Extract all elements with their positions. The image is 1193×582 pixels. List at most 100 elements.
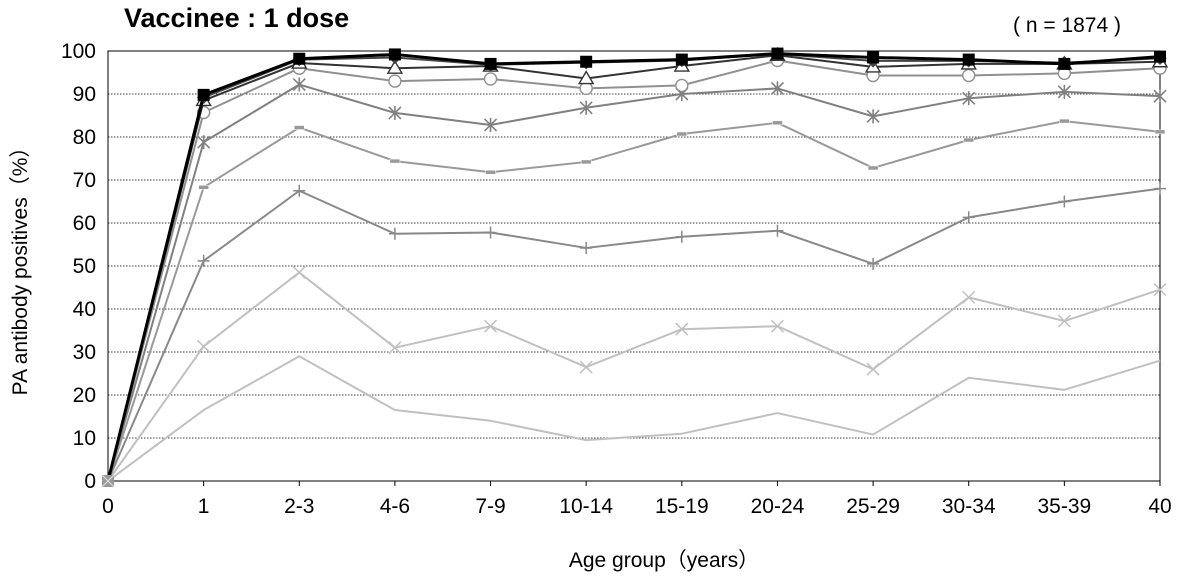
data-point-marker (579, 100, 593, 115)
x-tick-label: 0 (102, 495, 114, 518)
data-point-marker (962, 211, 975, 224)
data-point-marker (579, 360, 593, 374)
plot-frame (107, 50, 1161, 482)
data-point-marker (962, 290, 976, 304)
data-point-marker (1057, 84, 1071, 99)
data-point-marker (867, 257, 880, 270)
data-point-marker (484, 319, 498, 333)
data-point-marker (867, 51, 880, 64)
data-point-marker (388, 105, 402, 120)
data-point-marker (294, 125, 305, 130)
data-point-marker (292, 77, 306, 92)
data-series (107, 77, 1167, 482)
y-tick-label: 0 (84, 470, 96, 493)
data-point-marker (388, 48, 401, 61)
y-tick-label: 20 (73, 384, 96, 407)
x-tick-label: 4-6 (380, 495, 410, 518)
data-series (107, 53, 1167, 482)
data-series (107, 46, 1169, 482)
data-series (107, 47, 1167, 482)
data-point-marker (866, 109, 880, 124)
data-point-marker (770, 319, 784, 333)
data-point-marker (197, 135, 211, 150)
x-tick-label: 1 (198, 495, 210, 518)
data-series (107, 265, 1167, 482)
data-point-marker (198, 185, 209, 190)
data-point-marker (101, 474, 115, 488)
data-point-marker (483, 117, 498, 132)
series-line (107, 54, 1161, 482)
series-line (107, 355, 1161, 482)
y-tick-label: 40 (73, 298, 96, 321)
data-point-marker (962, 68, 976, 83)
x-tick-label: 25-29 (846, 495, 900, 518)
data-point-marker (1058, 195, 1071, 208)
data-point-marker (1058, 57, 1071, 70)
data-point-marker (293, 184, 306, 197)
y-tick-label: 100 (61, 40, 96, 63)
data-point-marker (1059, 118, 1070, 124)
x-tick-label: 30-34 (942, 495, 996, 518)
series-line (107, 120, 1161, 482)
data-point-marker (388, 74, 402, 88)
sample-size-annotation: ( n = 1874 ) (1013, 14, 1121, 37)
series-line (107, 271, 1161, 482)
data-series (107, 355, 1161, 482)
data-point-marker (484, 226, 497, 239)
y-tick-label: 60 (73, 212, 96, 235)
data-point-marker (1153, 283, 1167, 297)
data-point-marker (580, 55, 593, 68)
x-tick-label: 40 (1148, 495, 1171, 518)
data-point-marker (485, 170, 496, 175)
y-axis-label: PA antibody positives（%） (9, 137, 32, 396)
data-point-marker (867, 165, 879, 171)
data-point-marker (577, 70, 595, 85)
data-point-marker (484, 57, 497, 70)
data-point-marker (386, 59, 404, 74)
data-point-marker (389, 158, 401, 164)
data-point-marker (962, 53, 975, 66)
chart-title: Vaccinee : 1 dose (124, 3, 350, 33)
series-line (106, 52, 1161, 482)
data-point-marker (388, 227, 401, 240)
origin-marker-group (101, 474, 115, 488)
data-point-marker (197, 88, 210, 101)
data-point-marker (1153, 89, 1167, 104)
data-point-marker (388, 341, 402, 355)
x-tick-label: 2-3 (284, 495, 314, 518)
data-point-marker (483, 72, 498, 86)
data-point-marker (771, 224, 784, 237)
data-point-marker (1154, 182, 1166, 195)
data-series (106, 47, 1166, 482)
data-point-marker (580, 241, 593, 254)
data-point-marker (866, 362, 880, 376)
x-tick-label: 20-24 (751, 495, 805, 518)
data-point-marker (963, 137, 974, 143)
data-point-marker (771, 47, 784, 60)
data-series (107, 182, 1166, 482)
data-point-marker (197, 254, 210, 267)
data-point-marker (676, 131, 688, 137)
data-point-marker (675, 230, 688, 243)
series-line (107, 53, 1161, 482)
y-tick-label: 80 (73, 126, 96, 149)
x-tick-label: 10-14 (559, 495, 613, 518)
x-tick-label: 15-19 (655, 495, 709, 518)
data-point-marker (962, 91, 976, 106)
series-line (107, 187, 1161, 482)
data-point-marker (1057, 314, 1071, 328)
data-point-marker (675, 53, 688, 66)
data-point-marker (580, 159, 592, 165)
data-point-marker (292, 265, 306, 279)
data-point-marker (772, 120, 783, 126)
x-tick-label: 7-9 (475, 495, 505, 518)
data-point-marker (1154, 129, 1166, 135)
y-tick-label: 90 (73, 83, 96, 106)
y-tick-label: 30 (73, 341, 96, 364)
data-point-marker (293, 52, 306, 65)
data-point-marker (197, 339, 211, 353)
y-tick-label: 50 (73, 255, 96, 278)
data-series (107, 118, 1166, 482)
